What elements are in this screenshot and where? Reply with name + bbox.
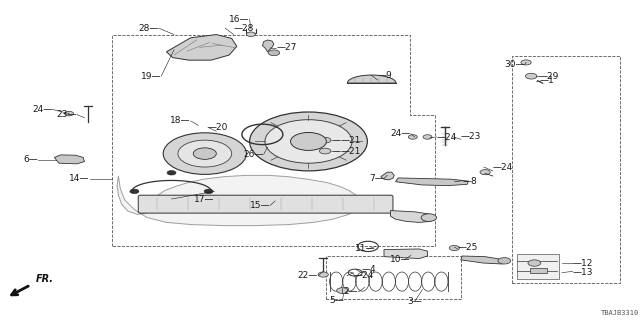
Text: —24: —24 (493, 163, 513, 172)
Text: 15—: 15— (250, 201, 270, 210)
Text: 7—: 7— (369, 174, 384, 183)
Text: 23—: 23— (56, 110, 77, 119)
Circle shape (480, 170, 490, 175)
Text: 2—: 2— (344, 287, 358, 296)
Text: 16—: 16— (229, 15, 250, 24)
Text: —24: —24 (353, 271, 374, 280)
Circle shape (193, 148, 216, 159)
Text: —25: —25 (458, 243, 478, 252)
Circle shape (421, 214, 436, 221)
Polygon shape (390, 211, 435, 222)
Circle shape (291, 132, 326, 150)
Circle shape (130, 189, 139, 194)
Text: 11—: 11— (355, 244, 376, 253)
Text: —28: —28 (234, 24, 254, 33)
Text: —1: —1 (540, 76, 554, 85)
Circle shape (318, 272, 328, 277)
Circle shape (250, 112, 367, 171)
Text: 26—: 26— (243, 150, 264, 159)
Text: —29: —29 (539, 72, 559, 81)
Text: —21: —21 (340, 147, 361, 156)
Polygon shape (262, 40, 274, 52)
Circle shape (521, 60, 531, 65)
Circle shape (319, 148, 331, 154)
Circle shape (408, 135, 417, 139)
Circle shape (167, 171, 176, 175)
Text: 3—: 3— (408, 297, 422, 306)
Text: —24: —24 (436, 133, 457, 142)
Text: —12: —12 (573, 259, 593, 268)
Polygon shape (461, 256, 504, 264)
Circle shape (204, 189, 213, 194)
Text: —23: —23 (461, 132, 481, 141)
Polygon shape (384, 249, 428, 259)
Text: 24—: 24— (32, 105, 52, 114)
Circle shape (163, 133, 246, 174)
Circle shape (246, 32, 255, 36)
Circle shape (449, 245, 460, 251)
Circle shape (525, 73, 537, 79)
Circle shape (528, 260, 541, 266)
Text: 28—: 28— (138, 24, 159, 33)
Circle shape (498, 258, 511, 264)
Circle shape (423, 135, 432, 139)
Text: —4: —4 (362, 265, 376, 274)
Polygon shape (381, 172, 394, 180)
Text: 22—: 22— (298, 271, 318, 280)
Text: 24—: 24— (390, 129, 411, 138)
Text: 5—: 5— (329, 296, 344, 305)
Text: 6—: 6— (24, 156, 38, 164)
Text: —9: —9 (378, 71, 392, 80)
Bar (517, 254, 559, 279)
Text: 17—: 17— (194, 195, 214, 204)
Circle shape (268, 50, 280, 56)
Text: —13: —13 (573, 268, 593, 277)
Text: —20: —20 (208, 123, 228, 132)
Text: 14—: 14— (69, 174, 90, 183)
Circle shape (265, 120, 352, 163)
Polygon shape (530, 268, 547, 273)
Text: 19—: 19— (141, 72, 161, 81)
Polygon shape (166, 35, 237, 60)
Text: —21: —21 (340, 136, 361, 145)
Circle shape (337, 288, 348, 293)
Text: —8: —8 (462, 177, 477, 186)
Text: 18—: 18— (170, 116, 191, 125)
Text: FR.: FR. (36, 274, 54, 284)
Text: TBAJB3310: TBAJB3310 (600, 310, 639, 316)
Text: 10—: 10— (390, 255, 411, 264)
Circle shape (65, 111, 74, 116)
Circle shape (319, 137, 331, 143)
Text: —27: —27 (276, 44, 297, 52)
Polygon shape (54, 155, 84, 164)
Polygon shape (117, 175, 360, 226)
Polygon shape (396, 178, 468, 186)
Circle shape (178, 140, 232, 167)
Text: 30—: 30— (504, 60, 525, 69)
FancyBboxPatch shape (138, 195, 393, 213)
